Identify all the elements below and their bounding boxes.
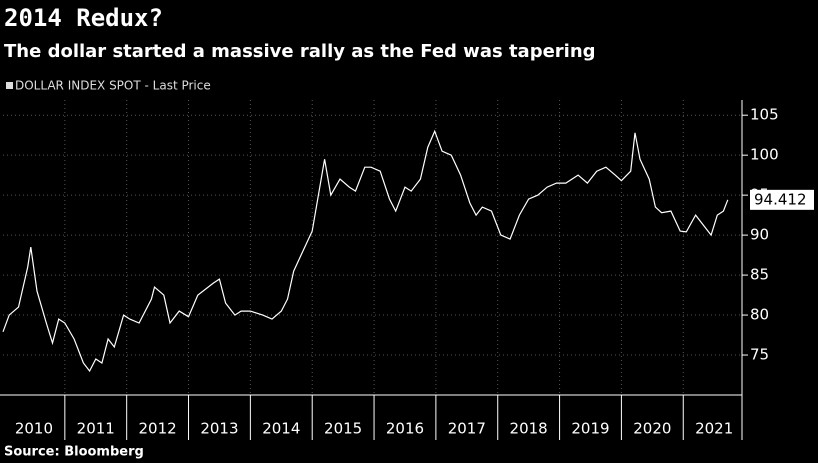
last-value-box — [750, 189, 814, 210]
last-value-label: 94.412 — [754, 190, 807, 208]
y-tick-label: 85 — [750, 266, 769, 284]
x-tick-label: 2020 — [633, 420, 671, 438]
x-tick-label: 2018 — [510, 420, 548, 438]
y-tick-label: 75 — [750, 346, 769, 364]
legend-label: DOLLAR INDEX SPOT - Last Price — [15, 79, 211, 93]
legend-swatch — [6, 82, 13, 89]
x-tick-label: 2016 — [386, 420, 424, 438]
x-tick-label: 2017 — [448, 420, 486, 438]
x-tick-label: 2012 — [139, 420, 177, 438]
x-tick-label: 2019 — [571, 420, 609, 438]
chart-title: 2014 Redux? — [4, 4, 163, 32]
y-tick-label: 80 — [750, 306, 769, 324]
x-tick-label: 2014 — [262, 420, 300, 438]
series-line — [2, 129, 729, 373]
source: Source: Bloomberg — [4, 445, 144, 460]
y-tick-label: 105 — [750, 106, 779, 124]
y-tick-label: 90 — [750, 226, 769, 244]
x-tick-label: 2021 — [695, 420, 733, 438]
y-tick-label: 100 — [750, 146, 779, 164]
x-tick-label: 2015 — [324, 420, 362, 438]
x-tick-label: 2010 — [15, 420, 53, 438]
chart-subtitle: The dollar started a massive rally as th… — [4, 41, 596, 62]
x-tick-label: 2011 — [77, 420, 115, 438]
x-tick-label: 2013 — [200, 420, 238, 438]
